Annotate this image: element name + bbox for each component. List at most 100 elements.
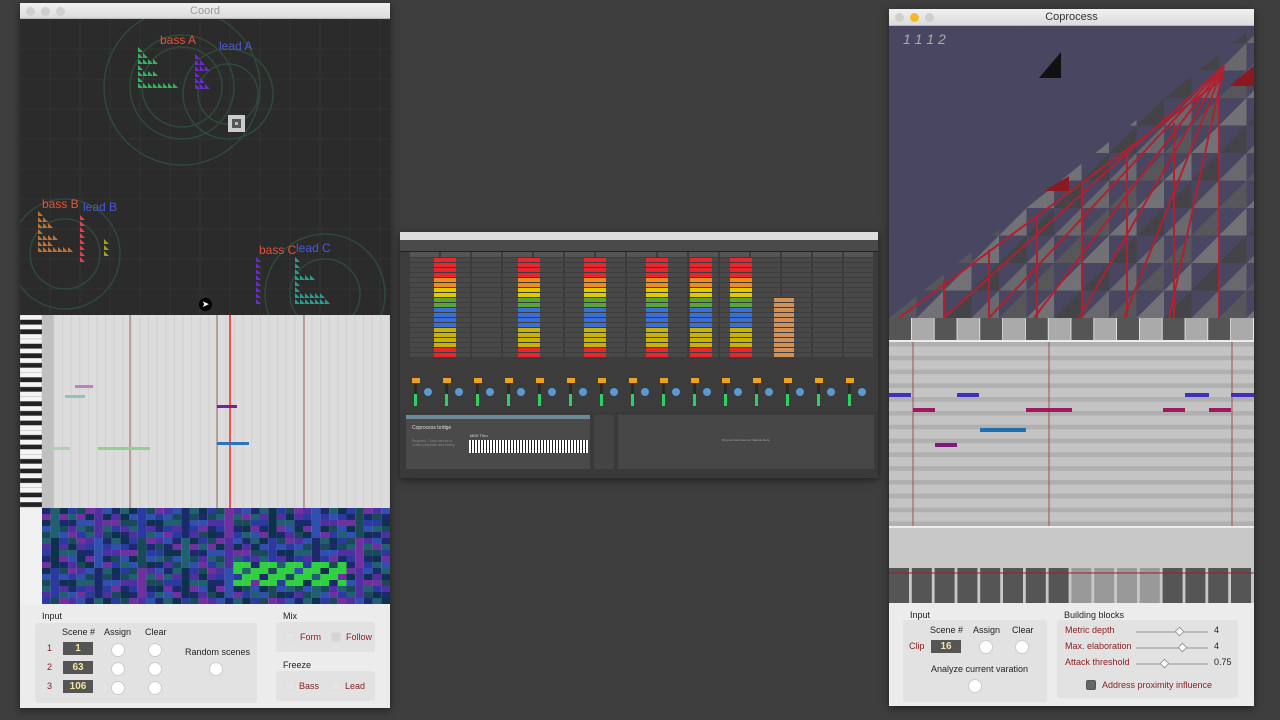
clip: [646, 308, 668, 312]
heatmap-cell: [320, 544, 330, 550]
slider-track[interactable]: [1136, 658, 1208, 669]
coprocess-piano-roll[interactable]: [889, 318, 1254, 603]
clip-scene-field[interactable]: 16: [931, 640, 961, 653]
heatmap-cell: [311, 580, 321, 586]
heatmap-cell: [163, 586, 173, 592]
beat-square: [911, 318, 934, 340]
heatmap-cell: [102, 520, 112, 526]
coprocess-canvas[interactable]: 1 1 1 2: [889, 26, 1254, 318]
tree-cell: [1081, 235, 1109, 263]
follow-checkbox[interactable]: [331, 632, 341, 642]
close-button[interactable]: [895, 13, 904, 22]
cursor-handle[interactable]: [228, 115, 245, 132]
heatmap-cell: [42, 526, 51, 532]
pan-knob: [858, 388, 866, 396]
form-checkbox[interactable]: [285, 632, 295, 642]
coord-canvas[interactable]: bass A lead A bass B lead B bass C lead …: [20, 19, 390, 315]
zoom-button[interactable]: [925, 13, 934, 22]
random-scenes-button[interactable]: [209, 662, 223, 676]
heatmap-cell: [285, 598, 295, 604]
heatmap-cell: [233, 544, 243, 550]
coord-title-bar[interactable]: Coord: [20, 3, 390, 19]
heatmap-cell: [216, 556, 225, 562]
zoom-button[interactable]: [56, 7, 65, 16]
note-triangle: [104, 251, 109, 256]
scene-number-field[interactable]: 1: [63, 642, 93, 655]
structure-line: [1078, 65, 1225, 318]
assign-button[interactable]: [979, 640, 993, 654]
live-transport[interactable]: [400, 240, 878, 252]
note-triangle: [305, 299, 310, 304]
scene-number-field[interactable]: 63: [63, 661, 93, 674]
note-triangle: [153, 71, 158, 76]
heatmap-cell: [250, 568, 260, 574]
keyboard-display[interactable]: [469, 440, 588, 453]
roll-row: [889, 498, 1254, 503]
scene-number-field[interactable]: 106: [63, 680, 93, 693]
proximity-checkbox[interactable]: [1086, 680, 1096, 690]
session-view[interactable]: [400, 252, 878, 412]
clip-slot: [410, 343, 439, 347]
clip-slot: [565, 298, 594, 302]
heatmap-cell: [120, 568, 129, 574]
pan-knob: [765, 388, 773, 396]
instrument-drop-area[interactable]: Drop an Instrument or Sample Here: [618, 415, 874, 469]
clear-button[interactable]: [148, 662, 162, 676]
clip-slot: [813, 263, 842, 267]
analyze-button[interactable]: [968, 679, 982, 693]
pan-knob: [734, 388, 742, 396]
proximity-label: Address proximity influence: [1102, 680, 1213, 690]
clip-slot: [658, 303, 687, 307]
heatmap-cell: [346, 586, 356, 592]
minimize-button[interactable]: [41, 7, 50, 16]
coord-piano-roll[interactable]: [20, 315, 390, 605]
bass-freeze-checkbox[interactable]: [285, 681, 295, 691]
clip-slot: [658, 328, 687, 332]
piano-key: [20, 319, 43, 325]
slider-track[interactable]: [1136, 626, 1208, 637]
heatmap-cell: [198, 580, 208, 586]
heatmap-cell: [181, 586, 190, 592]
heatmap-cell: [198, 514, 208, 520]
clip-slot: [534, 343, 563, 347]
heatmap-cell: [172, 550, 182, 556]
mix-heading: Mix: [283, 611, 297, 621]
heatmap-cell: [181, 562, 190, 568]
piano-key: [20, 425, 43, 431]
heatmap-cell: [224, 532, 234, 538]
heatmap-cell: [172, 568, 182, 574]
heatmap-cell: [224, 520, 234, 526]
playhead-arrow-icon[interactable]: ➤: [199, 298, 212, 311]
clip: [434, 343, 456, 347]
velocity-bar: [911, 568, 932, 603]
clip-slot: [472, 268, 501, 272]
clip-slot: [813, 268, 842, 272]
roll-background: [20, 315, 390, 508]
piano-key: [20, 315, 43, 320]
close-button[interactable]: [26, 7, 35, 16]
lead-freeze-checkbox[interactable]: [331, 681, 341, 691]
assign-button[interactable]: [111, 662, 125, 676]
live-title-bar[interactable]: [400, 232, 878, 240]
clip-slot: [813, 298, 842, 302]
assign-button[interactable]: [111, 681, 125, 695]
clip: [518, 283, 540, 287]
note-triangle: [195, 54, 200, 59]
slider-track[interactable]: [1136, 642, 1208, 653]
meter-level: [848, 394, 851, 406]
assign-button[interactable]: [111, 643, 125, 657]
clip: [690, 303, 712, 307]
clear-button[interactable]: [148, 643, 162, 657]
coprocess-title-bar[interactable]: Coprocess: [889, 9, 1254, 26]
beat-square: [980, 318, 1003, 340]
heatmap-cell: [268, 514, 277, 520]
clear-button[interactable]: [1015, 640, 1029, 654]
clip-slot: [782, 353, 811, 357]
heatmap-cell: [346, 574, 356, 580]
beat-square: [1003, 318, 1025, 340]
clear-button[interactable]: [148, 681, 162, 695]
heatmap-cell: [68, 508, 77, 514]
minimize-button[interactable]: [910, 13, 919, 22]
clip: [774, 313, 794, 317]
clip-slot: [782, 258, 811, 262]
